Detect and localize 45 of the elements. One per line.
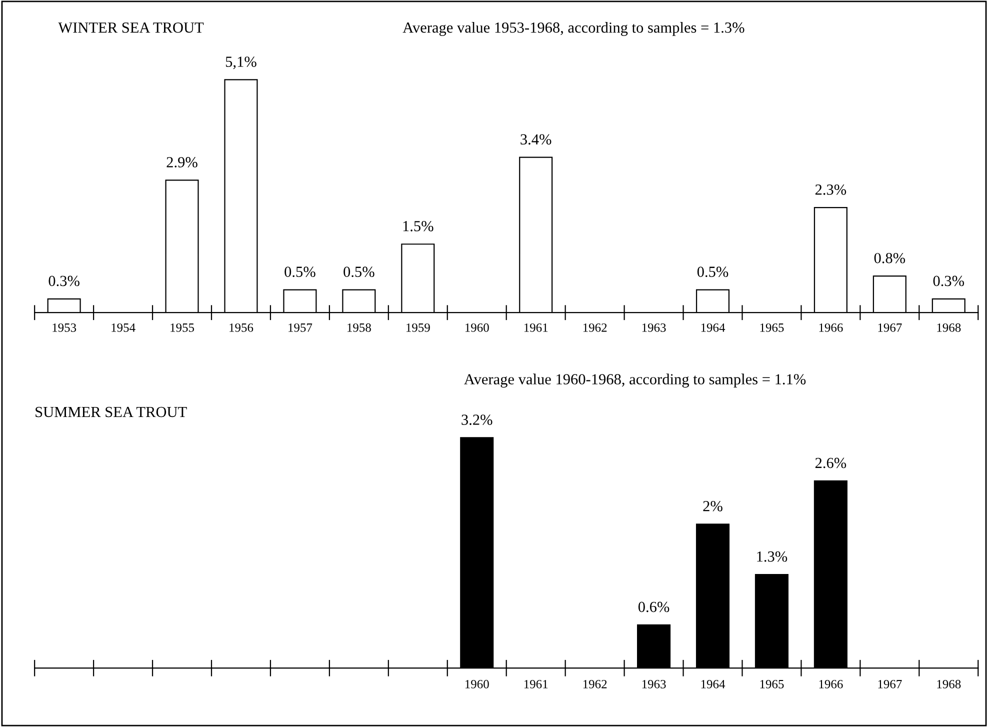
x-tick-label: 1964 [701,323,726,332]
x-tick-label: 1966 [819,680,843,688]
x-tick-label: 1958 [348,323,371,332]
data-label: 1.3% [757,551,788,562]
x-tick-label: 1957 [288,323,312,332]
data-label: 0.5% [344,266,374,278]
text: Average value 1953-1968, according to samples = 1.3% [402,22,744,36]
data-label: 2.6% [815,458,846,468]
x-tick-label: 1956 [230,323,254,332]
x-tick-label: 1968 [937,323,961,332]
chart-title: WINTER SEA TROUT [58,22,204,33]
x-tick-label: 1967 [878,323,902,332]
data-label: 2.9% [166,157,198,168]
x-tick-label: 1963 [642,323,666,332]
data-label: 0.5% [697,266,728,278]
x-tick-label: 1962 [583,323,607,332]
data-label: 3.4% [520,134,552,145]
x-tick-label: 1964 [701,680,726,688]
data-label: 0.8% [874,252,906,264]
data-label: 0.6% [638,602,670,612]
x-tick-label: 1953 [52,323,76,332]
x-tick-label: 1960 [465,680,489,688]
data-label: 3.2% [462,414,492,425]
data-label: 2.3% [815,184,846,195]
x-tick-label: 1955 [170,323,194,332]
x-tick-label: 1963 [642,680,666,688]
data-label: 1.5% [403,220,434,232]
data-label: 0.3% [48,276,80,286]
x-tick-label: 1966 [819,323,843,332]
data-label: 0.5% [284,266,316,278]
x-tick-label: 1961 [524,323,548,332]
x-tick-label: 1965 [760,323,784,332]
chart-title: SUMMER SEA TROUT [36,406,187,418]
data-label: 2% [703,500,722,512]
x-tick-label: 1962 [583,680,607,688]
x-tick-label: 1959 [406,323,430,332]
data-label: 0.3% [933,276,964,286]
x-tick-label: 1954 [112,323,136,332]
x-tick-label: 1965 [760,680,784,688]
x-tick-label: 1961 [524,680,548,688]
x-tick-label: 1967 [878,680,902,688]
data-label: 5,1% [226,56,256,70]
text: Average value 1960-1968, according to samples = 1.1% [464,374,806,388]
x-tick-label: 1968 [937,680,961,688]
x-tick-label: 1960 [465,323,489,332]
